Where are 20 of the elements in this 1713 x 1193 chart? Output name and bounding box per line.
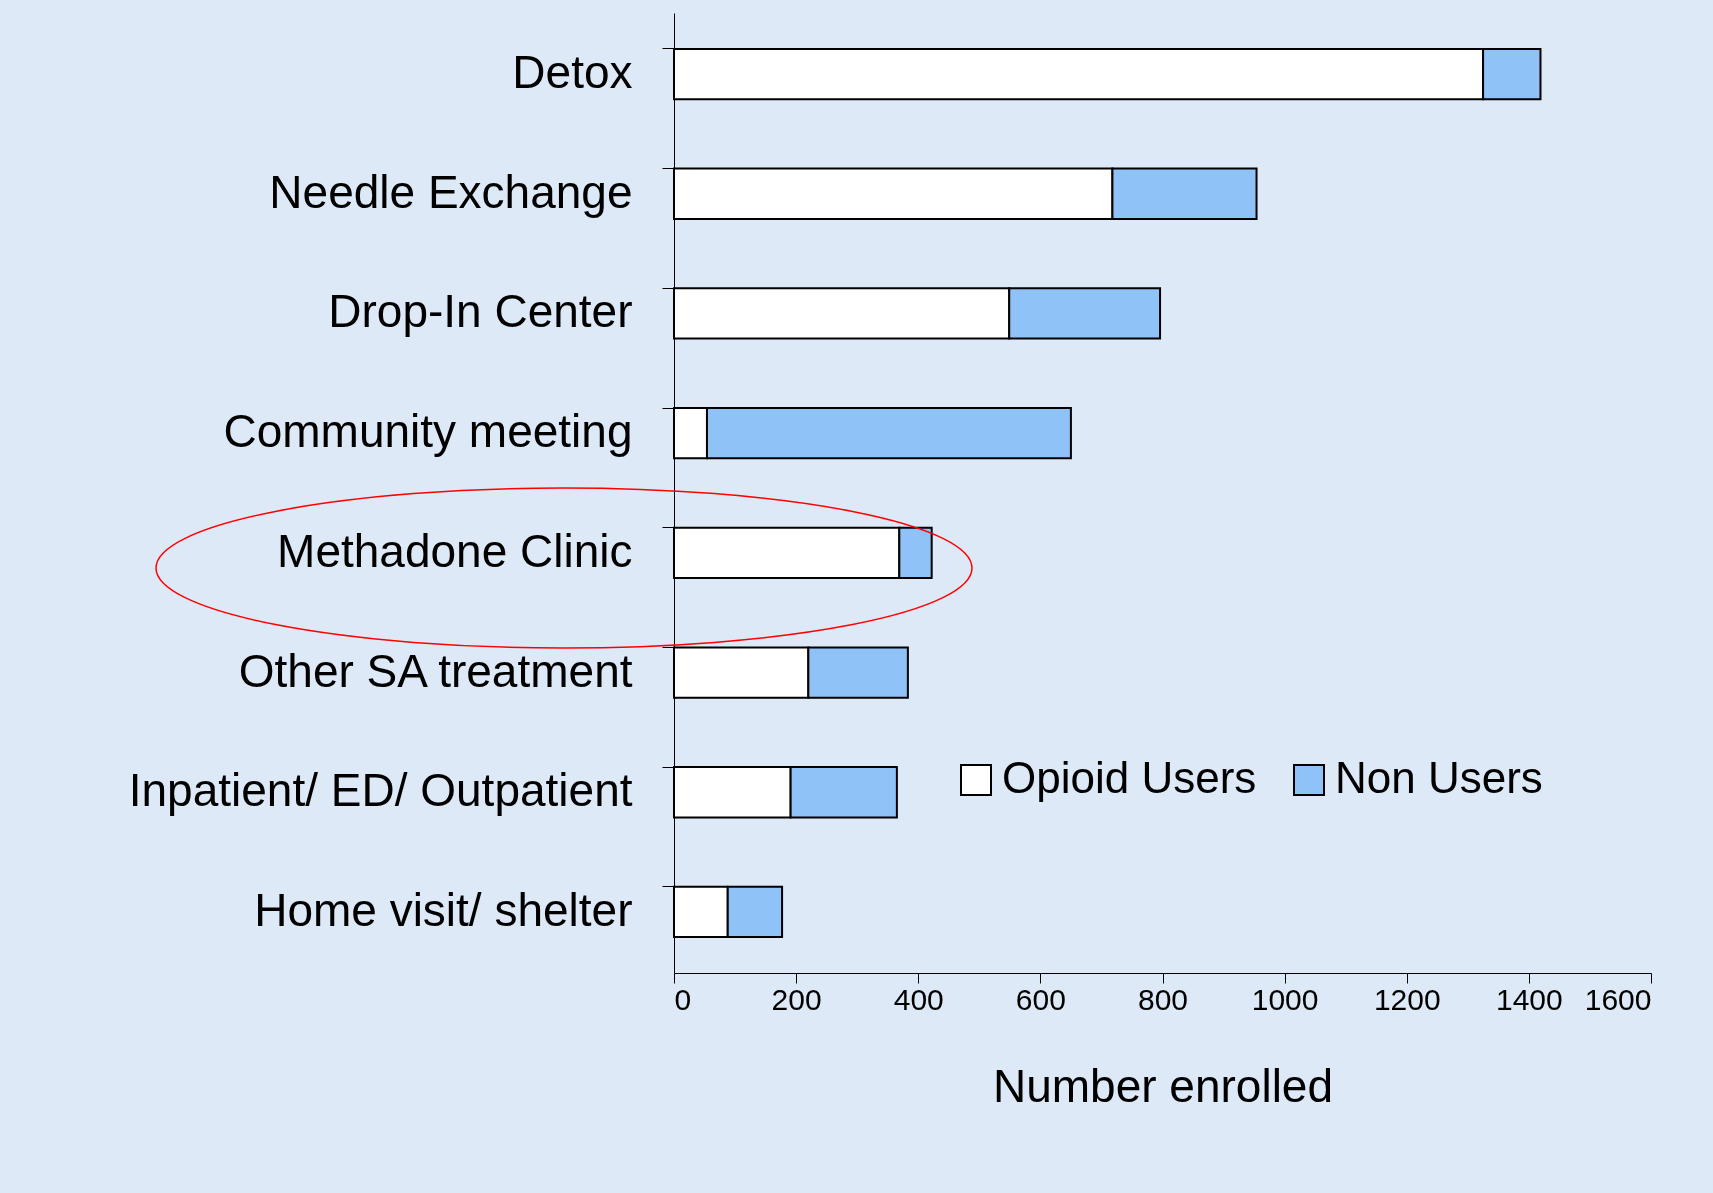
x-tick-label: 1400 <box>1496 982 1563 1016</box>
x-tick-label: 200 <box>771 982 822 1016</box>
y-tick-label: Community meeting <box>223 405 633 458</box>
x-tick-label: 1200 <box>1373 982 1441 1016</box>
y-tick-label: Detox <box>512 46 633 99</box>
legend-label: Opioid Users <box>1002 753 1257 802</box>
x-tick-label: 600 <box>1015 982 1066 1016</box>
legend-label: Non Users <box>1335 753 1543 802</box>
y-tick-label: Methadone Clinic <box>277 524 633 577</box>
y-tick-label: Inpatient/ ED/ Outpatient <box>128 764 633 817</box>
y-tick-label: Needle Exchange <box>269 165 633 218</box>
x-tick-label: 400 <box>893 982 944 1016</box>
x-tick-label: 800 <box>1137 982 1189 1016</box>
x-tick-label: 0 <box>674 982 692 1016</box>
x-tick-label: 1600 <box>1584 982 1652 1016</box>
y-tick-label: Drop-In Center <box>328 285 633 338</box>
x-axis-title: Number enrolled <box>992 1059 1334 1112</box>
y-tick-label: Other SA treatment <box>238 644 633 697</box>
y-tick-label: Home visit/ shelter <box>254 883 633 936</box>
x-tick-label: 1000 <box>1251 982 1319 1016</box>
